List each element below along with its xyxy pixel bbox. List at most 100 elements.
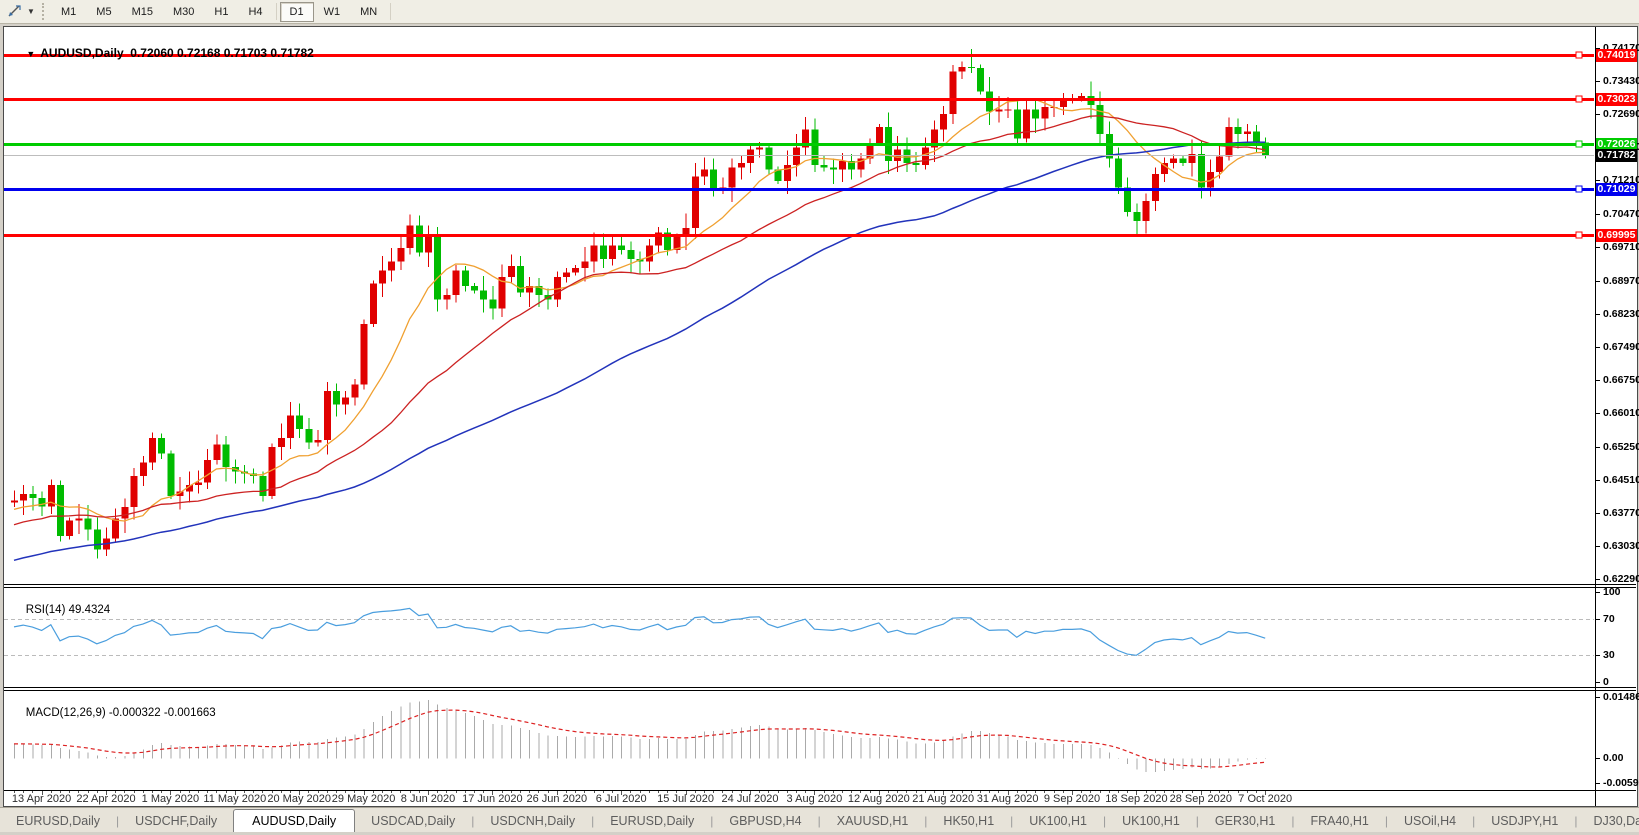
tab-ger30-h1[interactable]: GER30,H1 [1214,814,1276,828]
candle-body [857,158,865,170]
time-minor-tick [796,790,797,793]
timeframe-button-w1[interactable]: W1 [323,5,341,18]
time-minor-tick [1237,790,1239,793]
tab-dj30-daily[interactable]: DJ30,Daily [1593,814,1639,828]
candle-body [903,149,911,163]
time-major-tick [556,790,558,795]
candle-body [581,261,589,269]
tab-fra40-h1[interactable]: FRA40,H1 [1310,814,1369,828]
hline-handle-support-blue[interactable] [1575,185,1583,193]
candlesticks-group[interactable] [11,49,1270,559]
candle-body [1161,162,1168,175]
time-minor-tick [382,790,383,793]
x-axis-date: 18 Sep 2020 [1105,793,1168,805]
time-minor-tick [961,790,963,793]
time-minor-tick [998,790,1000,793]
candle-body [940,113,948,130]
candle-body [305,428,313,443]
time-major-tick [814,790,816,795]
tab-separator: | [1291,814,1295,828]
rsi-canvas[interactable] [4,588,1594,687]
timeframe-button-mn[interactable]: MN [360,5,378,18]
candle-body [1225,127,1233,157]
timeframe-button-m15[interactable]: M15 [131,5,153,18]
candle-body [314,440,322,443]
time-minor-tick [1219,790,1221,793]
x-axis-date: 6 Jul 2020 [595,793,647,805]
tab-uk100-h1[interactable]: UK100,H1 [1122,814,1180,828]
time-minor-tick [1118,790,1119,793]
hline-handle-support-red[interactable] [1575,231,1583,239]
candle-body [1096,104,1104,134]
candle-body [1004,109,1012,111]
x-axis-date: 8 Jun 2020 [400,793,456,805]
time-major-tick [363,790,365,795]
timeframe-button-m5[interactable]: M5 [96,5,112,18]
timeframe-button-m1[interactable]: M1 [61,5,77,18]
timeframe-button-d1[interactable]: D1 [279,1,314,22]
tab-audusd-daily[interactable]: AUDUSD,Daily [233,809,356,834]
time-minor-tick [915,790,917,793]
time-minor-tick [391,790,393,793]
candle-body [415,225,423,253]
tab-usoil-h4[interactable]: USOil,H4 [1403,814,1457,828]
y-axis-tick: 0.63030 [1596,540,1639,552]
time-minor-tick [630,790,632,793]
tab-usdjpy-h1[interactable]: USDJPY,H1 [1491,814,1559,828]
tab-xauusd-h1[interactable]: XAUUSD,H1 [836,814,909,828]
candle-body [222,444,230,467]
panel-separator[interactable] [4,687,1636,688]
chart-cursor-tool-button[interactable] [3,2,25,21]
time-minor-tick [593,790,595,793]
hline-handle-pivot-green[interactable] [1575,140,1583,148]
tab-usdcad-daily[interactable]: USDCAD,Daily [371,814,456,828]
macd-histogram-group [14,700,1267,773]
candle-body [29,493,37,499]
timeframe-button-m30[interactable]: M30 [172,5,195,18]
main-chart-canvas[interactable] [4,27,1594,584]
timeframe-button-h4[interactable]: H4 [248,5,263,18]
hline-handle-resistance-1[interactable] [1575,51,1583,59]
time-minor-tick [87,790,89,793]
time-major-tick [1072,790,1073,795]
tab-uk100-h1[interactable]: UK100,H1 [1029,814,1087,828]
tool-dropdown-arrow-icon[interactable]: ▼ [27,7,35,16]
tab-separator: | [1384,814,1388,828]
candle-body [259,475,267,497]
tab-gbpusd-h4[interactable]: GBPUSD,H4 [729,814,802,828]
timeframe-button-h1[interactable]: H1 [214,5,229,18]
tab-eurusd-daily[interactable]: EURUSD,Daily [16,814,101,828]
x-axis-date: 26 Jun 2020 [526,793,588,805]
time-major-tick [1200,790,1202,795]
time-minor-tick [23,790,25,793]
time-minor-tick [1246,790,1248,793]
time-minor-tick [602,790,604,793]
x-axis-date: 3 Aug 2020 [786,793,843,805]
candle-body [1041,107,1049,119]
chart-collapse-icon[interactable]: ▼ [26,49,36,59]
time-minor-tick [133,790,135,793]
time-minor-tick [78,790,80,793]
candle-body [1188,154,1196,163]
candle-body [1262,142,1270,155]
candle-body [673,236,681,251]
candle-body [1133,212,1141,222]
tab-usdchf-daily[interactable]: USDCHF,Daily [135,814,218,828]
candle-body [1243,131,1251,134]
chart-window[interactable]: ▼ AUDUSD,Daily 0.72060 0.72168 0.71703 0.… [3,26,1639,807]
panel-separator[interactable] [4,584,1636,585]
macd-canvas[interactable] [4,691,1594,790]
tab-usdcnh-daily[interactable]: USDCNH,Daily [490,814,576,828]
candle-body [517,265,524,293]
time-minor-tick [179,790,181,793]
candle-body [1115,158,1122,188]
candle-body [471,285,478,291]
candle-body [66,520,74,537]
candle-body [75,518,83,521]
tab-eurusd-daily[interactable]: EURUSD,Daily [610,814,695,828]
time-minor-tick [32,790,34,793]
candle-body [388,261,396,271]
hline-handle-resistance-2[interactable] [1575,95,1583,103]
tab-hk50-h1[interactable]: HK50,H1 [943,814,995,828]
time-minor-tick [474,790,475,793]
